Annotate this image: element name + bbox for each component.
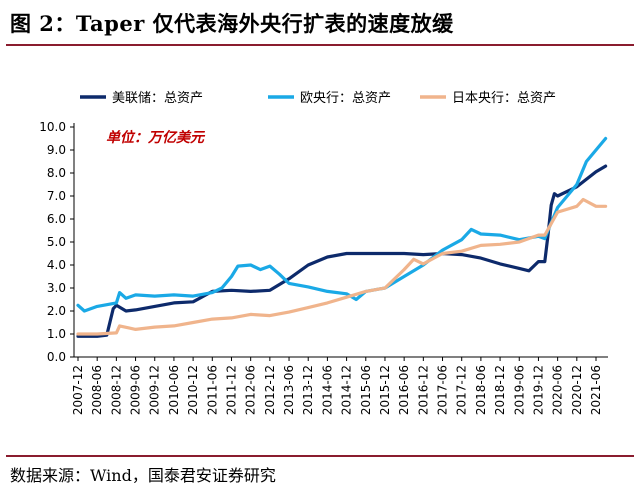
x-tick-label: 2014-12	[340, 365, 354, 415]
series-layer	[76, 136, 608, 338]
x-tick-label: 2017-12	[455, 365, 469, 415]
y-tick-label: 1.0	[47, 327, 66, 341]
y-tick-label: 8.0	[47, 166, 66, 180]
title-rule	[6, 44, 634, 46]
x-tick-label: 2020-12	[570, 365, 584, 415]
source-rule	[6, 455, 634, 457]
y-tick-label: 2.0	[47, 304, 66, 318]
legend-label-0: 美联储：总资产	[112, 91, 203, 106]
x-tick-label: 2016-12	[416, 365, 430, 415]
x-tick-label: 2013-12	[301, 365, 315, 415]
y-tick-label: 7.0	[47, 189, 66, 203]
x-tick-label: 2020-06	[551, 365, 565, 415]
x-tick-label: 2011-06	[205, 365, 219, 415]
unit-label: 单位：万亿美元	[106, 129, 206, 146]
y-tick-label: 3.0	[47, 281, 66, 295]
x-tick-label: 2019-12	[531, 365, 545, 415]
x-tick-label: 2008-12	[109, 365, 123, 415]
x-tick-label: 2012-06	[244, 365, 258, 415]
x-tick-label: 2012-12	[263, 365, 277, 415]
x-tick-label: 2007-12	[71, 365, 85, 415]
line-chart: 美联储：总资产 欧央行：总资产 日本央行：总资产 单位：万亿美元 0.0 1.0 2.0…	[39, 91, 608, 415]
y-tick-label: 0.0	[47, 350, 66, 364]
x-tick-label: 2016-06	[397, 365, 411, 415]
source-note: 数据来源：Wind，国泰君安证券研究	[10, 466, 276, 485]
series-line-2	[76, 197, 608, 336]
x-tick-label: 2018-12	[493, 365, 507, 415]
chart-legend: 美联储：总资产 欧央行：总资产 日本央行：总资产	[80, 91, 556, 106]
figure-title: 图 2：Taper 仅代表海外央行扩表的速度放缓	[10, 11, 454, 36]
y-tick-label: 5.0	[47, 235, 66, 249]
x-tick-label: 2010-06	[167, 365, 181, 415]
chart-axes: 0.0 1.0 2.0 3.0 4.0 5.0 6.0 7.0 8.0 9.0 10.0 2007-1…	[39, 120, 608, 415]
x-tick-label: 2009-06	[129, 365, 143, 415]
x-tick-label: 2015-12	[378, 365, 392, 415]
legend-label-2: 日本央行：总资产	[452, 91, 556, 106]
legend-label-1: 欧央行：总资产	[300, 91, 391, 106]
x-tick-label: 2017-06	[436, 365, 450, 415]
x-tick-label: 2008-06	[90, 365, 104, 415]
x-tick-label: 2010-12	[186, 365, 200, 415]
x-tick-label: 2013-06	[282, 365, 296, 415]
x-tick-label: 2009-12	[148, 365, 162, 415]
series-line-0	[76, 164, 608, 338]
y-tick-label: 6.0	[47, 212, 66, 226]
x-tick-label: 2021-06	[589, 365, 603, 415]
y-tick-label: 10.0	[39, 120, 66, 134]
y-tick-label: 4.0	[47, 258, 66, 272]
y-tick-label: 9.0	[47, 143, 66, 157]
x-tick-label: 2019-06	[512, 365, 526, 415]
x-tick-label: 2014-06	[320, 365, 334, 415]
x-tick-label: 2015-06	[359, 365, 373, 415]
x-tick-label: 2011-12	[224, 365, 238, 415]
x-tick-label: 2018-06	[474, 365, 488, 415]
series-line-1	[76, 136, 608, 313]
